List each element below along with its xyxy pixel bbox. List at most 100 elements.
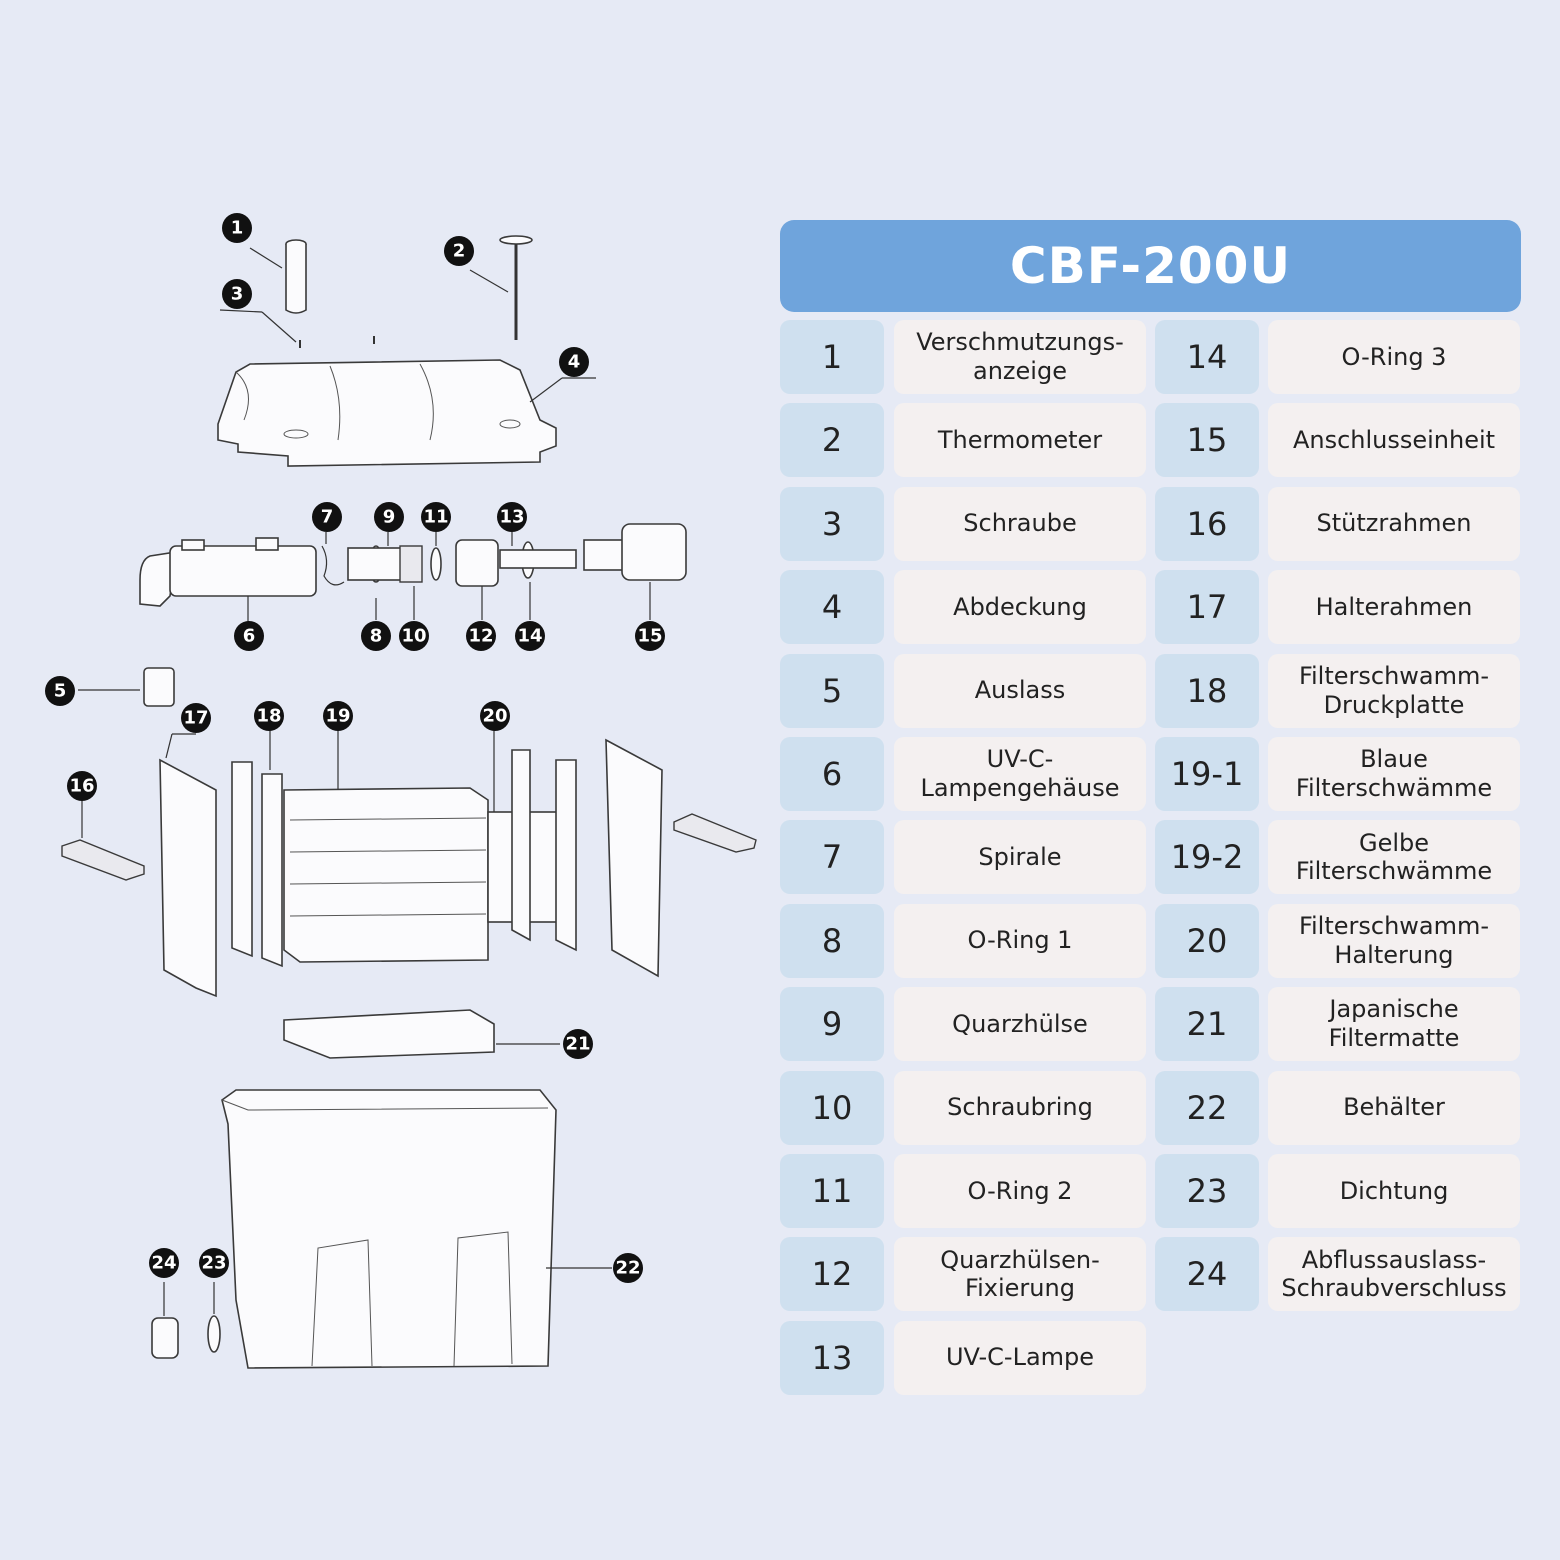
part-name: Anschlusseinheit (1268, 403, 1520, 478)
part-cover (217, 359, 596, 467)
callout-4: 4 (559, 347, 589, 377)
part-name: Dichtung (1268, 1154, 1520, 1228)
part-screws (219, 309, 375, 348)
part-container (221, 1089, 612, 1369)
svg-text:2: 2 (453, 241, 466, 262)
part-number: 18 (1155, 653, 1259, 728)
part-name: Quarzhülsen- Fixierung (894, 1237, 1146, 1312)
svg-text:22: 22 (615, 1258, 640, 1279)
part-name: O-Ring 1 (894, 903, 1146, 978)
part-number: 9 (780, 987, 884, 1062)
svg-text:6: 6 (243, 626, 256, 647)
part-dirt-indicator (249, 239, 307, 314)
part-filter-mat (283, 1009, 560, 1059)
part-number: 7 (780, 820, 884, 895)
part-number: 10 (780, 1070, 884, 1145)
part-seal-and-cap (151, 1282, 221, 1359)
callout-21: 21 (563, 1029, 593, 1059)
svg-text:4: 4 (568, 352, 581, 373)
part-number: 11 (780, 1154, 884, 1228)
part-pressure-plates (231, 730, 283, 968)
callout-17: 17 (181, 703, 211, 733)
svg-text:9: 9 (383, 507, 396, 528)
callout-3: 3 (222, 279, 252, 309)
svg-text:15: 15 (637, 626, 662, 647)
callout-16: 16 (67, 771, 97, 801)
part-number: 21 (1155, 987, 1259, 1062)
part-number: 13 (780, 1320, 884, 1395)
part-name: Blaue Filterschwämme (1268, 737, 1520, 811)
callout-19: 19 (323, 701, 353, 731)
part-sponge-holder (487, 730, 663, 978)
part-number: 6 (780, 737, 884, 811)
part-number: 8 (780, 903, 884, 978)
svg-text:19: 19 (325, 706, 350, 727)
part-holder-frame (159, 733, 217, 998)
part-name: Verschmutzungs- anzeige (894, 320, 1146, 394)
svg-text:21: 21 (565, 1034, 590, 1055)
part-name: Behälter (1268, 1070, 1520, 1145)
part-name: Abdeckung (894, 570, 1146, 645)
part-name: UV-C- Lampengehäuse (894, 737, 1146, 811)
part-name: Spirale (894, 820, 1146, 895)
part-number: 23 (1155, 1154, 1259, 1228)
part-filter-sponges (283, 730, 489, 963)
callout-12: 12 (466, 621, 496, 651)
svg-text:16: 16 (69, 776, 94, 797)
part-thermometer (469, 235, 533, 340)
part-name: Halterahmen (1268, 570, 1520, 645)
part-name: Quarzhülse (894, 987, 1146, 1062)
part-number: 4 (780, 570, 884, 645)
part-number: 15 (1155, 403, 1259, 478)
callout-5: 5 (45, 676, 75, 706)
part-name: Abflussauslass- Schraubverschluss (1268, 1237, 1520, 1312)
part-uv-housing (139, 537, 317, 622)
part-number: 19-2 (1155, 820, 1259, 895)
svg-text:8: 8 (370, 626, 383, 647)
parts-list-table: CBF-200U 1 Verschmutzungs- anzeige 2 Thermo… (780, 220, 1521, 1395)
callout-9: 9 (374, 502, 404, 532)
svg-text:10: 10 (401, 626, 426, 647)
callout-24: 24 (149, 1248, 179, 1278)
part-number: 19-1 (1155, 737, 1259, 811)
part-name: Thermometer (894, 403, 1146, 478)
model-title: CBF-200U (780, 220, 1521, 312)
part-number: 14 (1155, 320, 1259, 394)
part-name: O-Ring 2 (894, 1154, 1146, 1228)
part-number: 22 (1155, 1070, 1259, 1145)
callout-22: 22 (613, 1253, 643, 1283)
callout-15: 15 (635, 621, 665, 651)
svg-text:23: 23 (201, 1253, 226, 1274)
svg-text:1: 1 (231, 218, 244, 239)
svg-text:7: 7 (321, 507, 334, 528)
part-name: Stützrahmen (1268, 486, 1520, 561)
part-number: 16 (1155, 486, 1259, 561)
svg-text:17: 17 (183, 708, 208, 729)
part-number: 17 (1155, 570, 1259, 645)
part-name: Japanische Filtermatte (1268, 987, 1520, 1062)
part-number: 12 (780, 1237, 884, 1312)
callout-13: 13 (497, 502, 527, 532)
part-name: Filterschwamm- Druckplatte (1268, 653, 1520, 728)
svg-text:14: 14 (517, 626, 542, 647)
svg-text:13: 13 (499, 507, 524, 528)
callout-18: 18 (254, 701, 284, 731)
part-name: O-Ring 3 (1268, 320, 1520, 394)
callout-20: 20 (480, 701, 510, 731)
part-name: Filterschwamm- Halterung (1268, 903, 1520, 978)
callout-14: 14 (515, 621, 545, 651)
part-name: Gelbe Filterschwämme (1268, 820, 1520, 895)
part-name: Schraubring (894, 1070, 1146, 1145)
part-name: UV-C-Lampe (894, 1320, 1146, 1395)
part-lamp-assembly (321, 523, 687, 620)
part-number: 2 (780, 403, 884, 478)
part-name: Schraube (894, 486, 1146, 561)
callout-6: 6 (234, 621, 264, 651)
callout-1: 1 (222, 213, 252, 243)
svg-text:11: 11 (423, 507, 448, 528)
part-number: 20 (1155, 903, 1259, 978)
exploded-diagram: 1 2 3 4 5 6 7 8 9 10 11 12 13 14 15 16 17 18 19 20 21 22 23 24 (45, 213, 757, 1369)
part-number: 3 (780, 486, 884, 561)
